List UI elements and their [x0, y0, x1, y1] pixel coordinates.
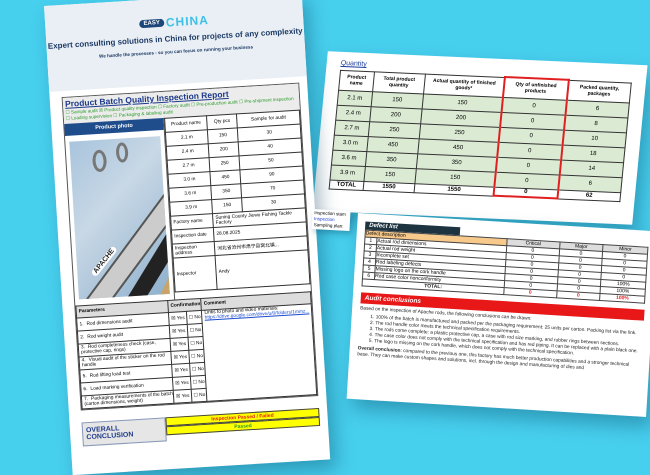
total-cell: 0: [493, 186, 558, 199]
no-checkbox[interactable]: ☐ No: [185, 310, 203, 325]
parameter-number: 6.: [83, 386, 88, 392]
quantity-table: Product name Total product quantity Actual…: [329, 69, 632, 202]
column-header: Product name: [338, 69, 375, 92]
total-cell: 1550: [362, 180, 416, 193]
parameter-number: 1.: [79, 321, 84, 327]
inspection-report: EASY CHINA Expert consulting solutions in…: [44, 0, 331, 475]
detail-row: Inspector Andy: [173, 249, 310, 293]
product-photo-panel: Product photo APACHE: [64, 117, 176, 306]
product-table: Product name Qty pcs Sample for audit 2.1 m…: [164, 110, 310, 293]
side-fragment: Inspection stam Inspection Sampling plan…: [311, 209, 351, 231]
fragment-text: Sampling plan:: [313, 222, 344, 229]
no-checkbox[interactable]: ☐ No: [186, 323, 204, 338]
parameter-number: 5.: [82, 373, 87, 379]
parameter-text: Rod dimensions audit: [86, 318, 133, 327]
parameter-text: Load marking verification: [90, 383, 144, 392]
parameter-text: Rod weight audit: [87, 332, 124, 340]
table-cell: 3.6 m: [331, 149, 367, 167]
parameter-text: Rod lifting load test: [89, 370, 131, 379]
yes-checkbox[interactable]: ☒ Yes: [172, 376, 191, 391]
column-header: Packed quantity, packages: [566, 79, 632, 103]
table-cell: 2.1 m: [337, 89, 373, 107]
yes-checkbox[interactable]: ☒ Yes: [168, 311, 187, 326]
column-header: Qty of unfinished products: [502, 77, 569, 100]
total-cell: 0: [556, 290, 601, 301]
overall-conclusion: OVERALL CONCLUSION Inspection Passed / F…: [81, 407, 321, 447]
defect-sheet: Defect list Defect description Critical Ma…: [346, 213, 650, 417]
no-checkbox[interactable]: ☐ No: [190, 388, 208, 403]
table-cell: 2.4 m: [335, 104, 371, 122]
logo-easy: EASY: [139, 18, 165, 29]
column-header: Total product quantity: [372, 71, 426, 94]
comment-cell: Links to photo and video materials: https…: [201, 303, 317, 402]
parameter-text: Packaging measurements of the batch (car…: [84, 391, 173, 408]
report-box: Product Batch Quality Inspection Report …: [61, 82, 319, 411]
overall-conclusion-label: OVERALL CONCLUSION: [81, 417, 167, 447]
no-checkbox[interactable]: ☐ No: [189, 362, 206, 377]
yes-checkbox[interactable]: ☒ Yes: [171, 363, 190, 378]
no-checkbox[interactable]: ☐ No: [188, 349, 205, 364]
defect-table: Defect description Critical Major Minor 1 Act…: [361, 229, 648, 304]
detail-label: Inspector: [173, 255, 218, 293]
yes-checkbox[interactable]: ☒ Yes: [170, 337, 189, 352]
easy-china-logo: EASY CHINA: [139, 13, 209, 31]
quantity-sheet: Quantity Product name Total product quant…: [312, 51, 648, 225]
no-checkbox[interactable]: ☐ No: [189, 375, 207, 390]
yes-checkbox[interactable]: ☒ Yes: [173, 389, 192, 404]
table-cell: 3.0 m: [332, 134, 368, 152]
total-cell: 62: [557, 189, 621, 202]
logo-china: CHINA: [165, 12, 210, 30]
detail-value: Andy: [215, 249, 310, 290]
product-photo: APACHE: [69, 136, 170, 300]
parameters-table: Parameters Confirmation Comment 1. Rod dimen…: [75, 291, 317, 409]
yes-checkbox[interactable]: ☒ Yes: [170, 350, 190, 365]
total-cell: TOTAL: [329, 179, 364, 190]
table-cell: 3.9 m: [330, 164, 366, 181]
table-cell: 2.7 m: [334, 119, 370, 137]
report-header: EASY CHINA Expert consulting solutions in…: [44, 0, 307, 92]
parameter-number: 2.: [80, 334, 85, 340]
no-checkbox[interactable]: ☐ No: [187, 336, 205, 351]
total-cell: 100%: [599, 293, 645, 304]
yes-checkbox[interactable]: ☒ Yes: [169, 324, 188, 339]
